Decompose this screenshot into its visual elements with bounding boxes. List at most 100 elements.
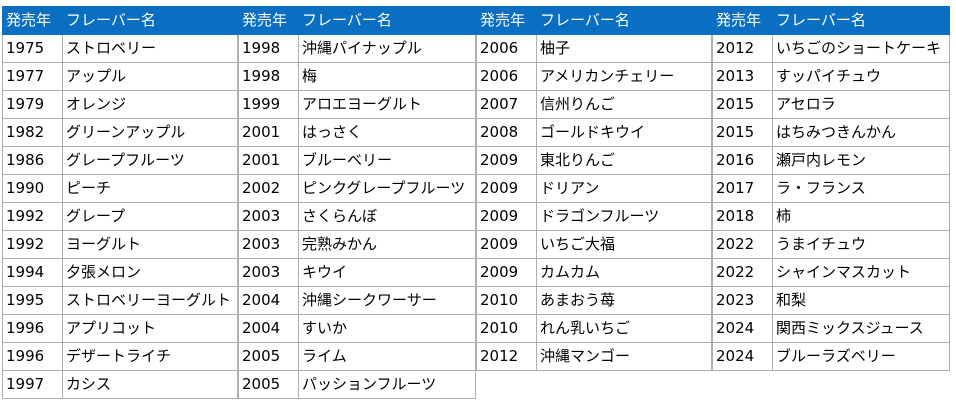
year-cell: 2001 (238, 118, 299, 147)
flavor-cell: シャインマスカット (772, 258, 950, 287)
year-cell: 2018 (712, 202, 773, 231)
table-row: 2004 すいか (238, 314, 476, 343)
year-cell: 2022 (712, 230, 773, 259)
table-row: 2003 キウイ (238, 258, 476, 287)
flavor-cell: カシス (62, 370, 238, 399)
flavor-cell: キウイ (298, 258, 476, 287)
year-cell: 1994 (2, 258, 63, 287)
table-row: 1999 アロエヨーグルト (238, 90, 476, 119)
table-row: 2015 アセロラ (712, 90, 950, 119)
flavor-cell: いちご大福 (536, 230, 712, 259)
table-row: 2016 瀬戸内レモン (712, 146, 950, 175)
flavor-cell: 瀬戸内レモン (772, 146, 950, 175)
year-cell: 2008 (476, 118, 537, 147)
flavor-cell: グリーンアップル (62, 118, 238, 147)
table-row: 2022 うまイチュウ (712, 230, 950, 259)
table-row: 1990 ピーチ (2, 174, 238, 203)
table-row: 2006 アメリカンチェリー (476, 62, 712, 91)
flavor-header: フレーバー名 (62, 6, 238, 35)
table-row: 2005 ライム (238, 342, 476, 371)
table-row: 2001 はっさく (238, 118, 476, 147)
flavor-cell: ブルーベリー (298, 146, 476, 175)
year-cell: 2016 (712, 146, 773, 175)
year-cell: 2010 (476, 286, 537, 315)
table-row: 2012 沖縄マンゴー (476, 342, 712, 371)
flavor-cell: グレープフルーツ (62, 146, 238, 175)
table-row: 2009 東北りんご (476, 146, 712, 175)
table-row: 1998 沖縄パイナップル (238, 34, 476, 63)
year-cell: 2009 (476, 258, 537, 287)
table-row: 2004 沖縄シークワーサー (238, 286, 476, 315)
flavor-cell: ドラゴンフルーツ (536, 202, 712, 231)
table-row: 1997 カシス (2, 370, 238, 399)
table-row: 2007 信州りんご (476, 90, 712, 119)
flavor-cell: 沖縄マンゴー (536, 342, 712, 371)
year-cell: 2003 (238, 202, 299, 231)
year-cell: 1995 (2, 286, 63, 315)
flavor-cell: ゴールドキウイ (536, 118, 712, 147)
flavor-cell: ドリアン (536, 174, 712, 203)
table-row: 2024 ブルーラズベリー (712, 342, 950, 371)
table-row: 1979 オレンジ (2, 90, 238, 119)
year-cell: 2006 (476, 34, 537, 63)
year-cell: 2023 (712, 286, 773, 315)
flavor-cell: ストロベリー (62, 34, 238, 63)
year-cell: 1996 (2, 342, 63, 371)
table-row: 1998 梅 (238, 62, 476, 91)
flavor-cell: 完熟みかん (298, 230, 476, 259)
year-cell: 1990 (2, 174, 63, 203)
year-cell: 2012 (476, 342, 537, 371)
flavor-table-container: 発売年 フレーバー名 1975 ストロベリー 1977 アップル 1979 オレンジ 1982 グ… (2, 6, 952, 401)
year-cell: 1997 (2, 370, 63, 399)
flavor-cell: 沖縄シークワーサー (298, 286, 476, 315)
year-cell: 2007 (476, 90, 537, 119)
table-row: 1996 デザートライチ (2, 342, 238, 371)
flavor-cell: 沖縄パイナップル (298, 34, 476, 63)
year-cell: 1998 (238, 62, 299, 91)
flavor-cell: ストロベリーヨーグルト (62, 286, 238, 315)
flavor-table-2: 発売年 フレーバー名 1998 沖縄パイナップル 1998 梅 1999 アロエヨーグルト 20… (238, 6, 476, 399)
header-row: 発売年 フレーバー名 (476, 6, 712, 35)
table-row: 2002 ピンクグレープフルーツ (238, 174, 476, 203)
flavor-table-1: 発売年 フレーバー名 1975 ストロベリー 1977 アップル 1979 オレンジ 1982 グ… (2, 6, 238, 399)
header-row: 発売年 フレーバー名 (238, 6, 476, 35)
table-row: 2008 ゴールドキウイ (476, 118, 712, 147)
header-row: 発売年 フレーバー名 (712, 6, 950, 35)
flavor-cell: 和梨 (772, 286, 950, 315)
year-cell: 1996 (2, 314, 63, 343)
flavor-cell: ライム (298, 342, 476, 371)
flavor-cell: はちみつきんかん (772, 118, 950, 147)
year-cell: 2003 (238, 230, 299, 259)
year-cell: 2024 (712, 342, 773, 371)
year-cell: 2009 (476, 230, 537, 259)
year-cell: 2017 (712, 174, 773, 203)
table-row: 2009 ドラゴンフルーツ (476, 202, 712, 231)
table-row: 1992 ヨーグルト (2, 230, 238, 259)
year-cell: 2009 (476, 202, 537, 231)
year-cell: 2013 (712, 62, 773, 91)
table-row: 2003 さくらんぼ (238, 202, 476, 231)
flavor-cell: オレンジ (62, 90, 238, 119)
year-cell: 1979 (2, 90, 63, 119)
flavor-cell: ヨーグルト (62, 230, 238, 259)
year-cell: 2009 (476, 146, 537, 175)
flavor-header: フレーバー名 (536, 6, 712, 35)
table-row: 1977 アップル (2, 62, 238, 91)
flavor-cell: 柚子 (536, 34, 712, 63)
flavor-table-3: 発売年 フレーバー名 2006 柚子 2006 アメリカンチェリー 2007 信州りんご 200… (476, 6, 712, 371)
year-cell: 2022 (712, 258, 773, 287)
table-row: 2010 れん乳いちご (476, 314, 712, 343)
flavor-cell: れん乳いちご (536, 314, 712, 343)
year-cell: 1982 (2, 118, 63, 147)
year-cell: 1992 (2, 202, 63, 231)
flavor-cell: 夕張メロン (62, 258, 238, 287)
flavor-header: フレーバー名 (298, 6, 476, 35)
year-cell: 2015 (712, 118, 773, 147)
table-row: 2009 カムカム (476, 258, 712, 287)
flavor-cell: すいか (298, 314, 476, 343)
year-cell: 1975 (2, 34, 63, 63)
table-row: 2010 あまおう苺 (476, 286, 712, 315)
table-row: 2023 和梨 (712, 286, 950, 315)
year-cell: 2009 (476, 174, 537, 203)
table-row: 2024 関西ミックスジュース (712, 314, 950, 343)
